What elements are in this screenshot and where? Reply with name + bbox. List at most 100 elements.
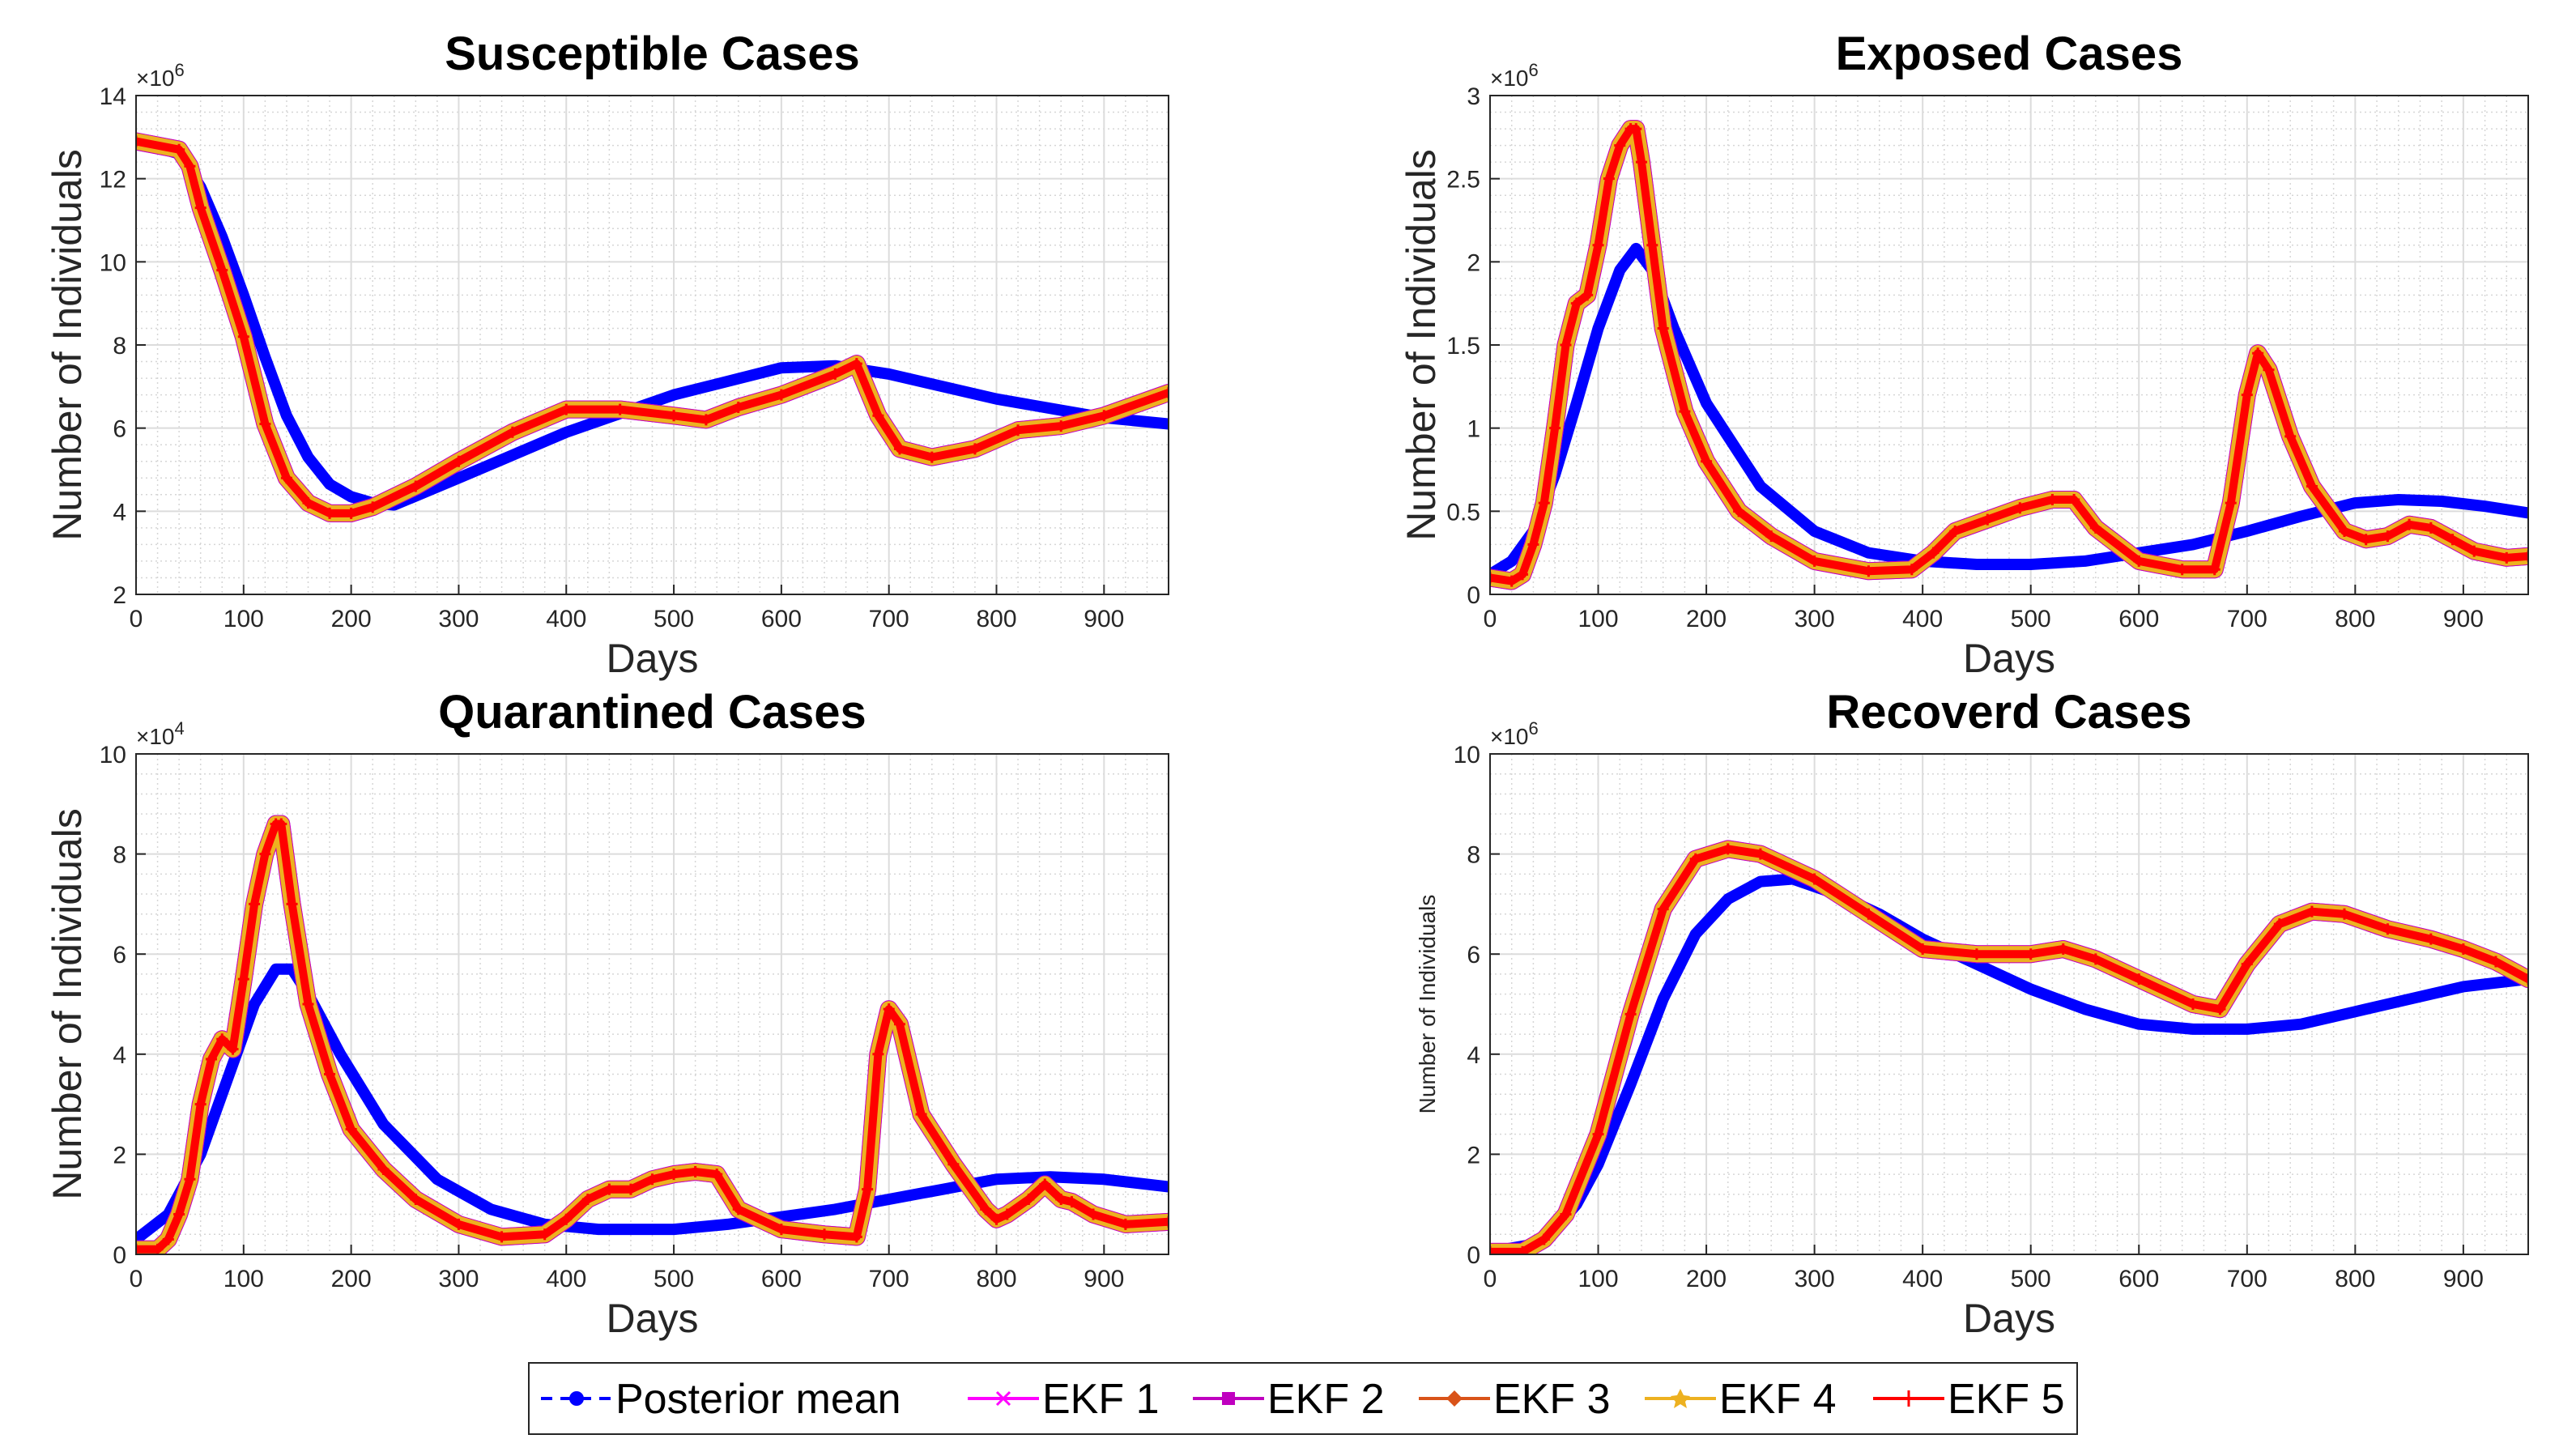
series-marker-ekf-5 [1701,455,1713,467]
series-marker-ekf-5 [2523,973,2528,986]
series-marker-ekf-5 [453,455,465,467]
series-marker-ekf-5 [872,1048,884,1060]
series-marker-ekf-5 [560,403,573,415]
series-marker-ekf-5 [1023,1194,1035,1206]
y-axis-label: Number of Individuals [1415,895,1440,1114]
series-marker-ekf-5 [2241,958,2253,970]
series-marker-ekf-5 [872,410,884,422]
series-marker-ekf-5 [1863,565,1875,577]
y-tick-label: 6 [113,416,126,443]
series-marker-ekf-5 [2382,923,2394,935]
series-marker-ekf-5 [1517,568,1529,581]
x-tick-label: 500 [2011,1266,2051,1292]
series-marker-ekf-5 [184,160,196,172]
series-marker-ekf-5 [1163,387,1169,399]
series-marker-ekf-5 [1970,948,1982,960]
series-marker-ekf-5 [1119,1218,1131,1230]
series-marker-ekf-5 [539,1228,551,1241]
series-marker-ekf-5 [2425,522,2437,534]
series-marker-ekf-5 [2057,943,2069,956]
series-marker-ekf-5 [2089,522,2101,534]
x-tick-label: 600 [2118,606,2159,632]
series-marker-ekf-5 [1689,853,1701,865]
series-marker-ekf-5 [980,1203,992,1215]
series-marker-ekf-5 [345,507,357,519]
y-tick-label: 1 [1467,416,1480,443]
series-marker-ekf-5 [2306,480,2318,492]
x-axis-label: Days [1963,1296,2055,1341]
y-exponent-label: ×104 [136,718,185,749]
series-marker-ekf-5 [205,1053,217,1065]
x-tick-label: 0 [1484,606,1497,632]
series-marker-ekf-5 [302,998,314,1010]
series-marker-ekf-5 [410,1194,422,1206]
series-marker-ekf-5 [1001,1208,1013,1220]
series-marker-ekf-5 [969,443,981,455]
series-line-posterior-mean [136,963,1169,1245]
y-tick-label: 0 [1467,582,1480,609]
x-tick-label: 100 [1578,606,1619,632]
series-marker-ekf-5 [136,1243,142,1254]
panel-title: Recoverd Cases [1826,686,2191,739]
y-tick-label: 2.5 [1446,167,1480,194]
series-marker-ekf-5 [689,1166,701,1178]
panel-title: Exposed Cases [1836,28,2183,80]
series-marker-ekf-5 [915,1108,927,1120]
series-marker-ekf-5 [2425,933,2437,945]
y-exponent-label: ×106 [136,60,185,91]
x-tick-label: 200 [1686,1266,1727,1292]
legend-swatch-marker [1901,1390,1917,1407]
panel-2: 0 100 200 300 400 500 600 700 800 900 0 0.5 1 1.5 2 2.5… [1399,28,2529,681]
series-marker-ekf-5 [216,1033,228,1045]
y-axis-label: Number of Individuals [45,149,90,541]
x-tick-label: 700 [869,606,909,632]
series-marker-ekf-5 [614,403,626,415]
legend-swatch-marker [995,1390,1011,1407]
series-marker-ekf-5 [1163,1215,1169,1228]
x-tick-label: 700 [2227,606,2267,632]
x-tick-label: 300 [1795,1266,1835,1292]
x-tick-label: 600 [761,1266,802,1292]
series-group [136,132,1169,522]
x-tick-label: 600 [2118,1266,2159,1292]
series-marker-ekf-5 [2208,564,2220,576]
y-tick-label: 2 [1467,1142,1480,1169]
x-tick-label: 800 [976,1266,1016,1292]
series-group [1490,120,2528,590]
series-marker-ekf-5 [2489,956,2502,968]
x-tick-label: 300 [438,606,479,632]
x-tick-label: 700 [2227,1266,2267,1292]
y-tick-label: 0.5 [1446,499,1480,526]
series-marker-ekf-5 [1560,339,1572,351]
series-marker-ekf-5 [237,330,249,343]
y-tick-label: 10 [100,249,126,276]
series-marker-ekf-5 [1905,564,1918,576]
y-tick-label: 4 [113,499,126,526]
legend-entry: Posterior mean [541,1376,901,1423]
x-axis-label: Days [1963,636,2055,681]
x-tick-label: 900 [2443,1266,2484,1292]
y-tick-label: 1.5 [1446,333,1480,360]
legend-swatch-marker [1222,1392,1235,1405]
series-marker-ekf-5 [603,1183,615,1195]
series-marker-ekf-5 [1646,239,1658,251]
series-marker-ekf-5 [668,410,680,422]
x-tick-label: 400 [546,606,586,632]
x-tick-label: 800 [2335,1266,2375,1292]
series-marker-ekf-5 [2133,555,2145,567]
legend-entry: EKF 5 [1873,1376,2065,1423]
x-tick-label: 500 [2011,606,2051,632]
series-marker-ekf-5 [2360,534,2372,546]
series-marker-ekf-5 [1570,297,1582,309]
series-marker-ekf-5 [2225,497,2237,509]
series-marker-ekf-5 [2457,943,2469,956]
series-marker-ekf-5 [775,1224,787,1236]
x-tick-label: 100 [1578,1266,1619,1292]
series-marker-ekf-5 [194,1098,207,1110]
y-tick-label: 14 [100,83,126,110]
series-marker-ekf-5 [2241,389,2253,401]
series-marker-ekf-5 [1982,513,1994,526]
series-group [1490,840,2528,1254]
series-marker-ekf-5 [377,1163,390,1175]
series-marker-ekf-5 [883,1003,895,1015]
